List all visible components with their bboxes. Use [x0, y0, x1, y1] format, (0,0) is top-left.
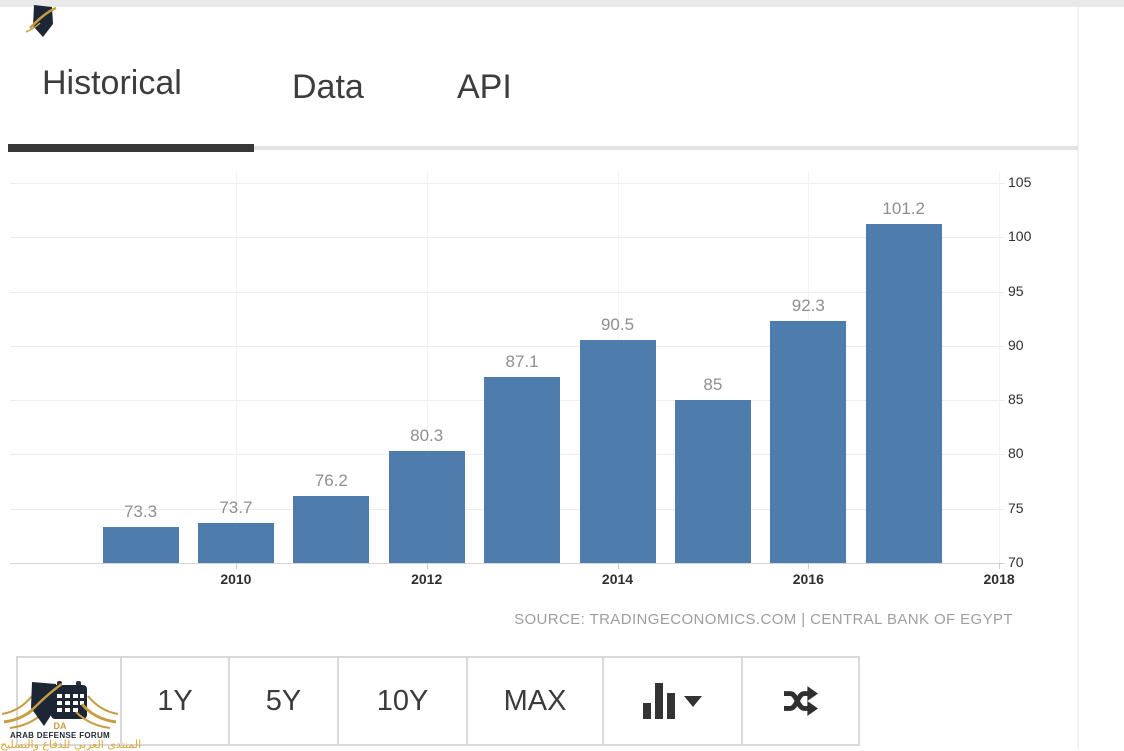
top-band — [0, 0, 1124, 7]
y-axis-tick-label: 100 — [1008, 228, 1032, 245]
y-gridline — [10, 183, 1005, 184]
bar-2010[interactable] — [197, 522, 274, 563]
range-max-button[interactable]: MAX — [466, 656, 604, 746]
y-gridline — [10, 237, 1005, 239]
chart-toolbar: 1Y 5Y 10Y MAX — [16, 656, 860, 746]
bar-value-label: 73.3 — [123, 502, 158, 522]
calendar-button[interactable] — [16, 656, 122, 746]
x-gridline — [999, 172, 1001, 563]
compare-button[interactable] — [741, 656, 860, 746]
chevron-down-icon — [684, 695, 702, 707]
x-axis-tick-label: 2018 — [983, 571, 1015, 587]
x-axis-tickmark — [426, 563, 428, 569]
bar-2016[interactable] — [770, 320, 847, 563]
bar-2014[interactable] — [579, 340, 656, 563]
x-gridline — [235, 172, 237, 563]
compare-shuffle-icon — [783, 686, 818, 716]
bar-2017[interactable] — [865, 224, 942, 563]
bar-value-label: 85 — [703, 375, 723, 395]
bar-value-label: 92.3 — [791, 295, 825, 315]
x-axis-tick-label: 2012 — [411, 571, 443, 587]
y-gridline — [10, 563, 1005, 564]
bar-value-label: 76.2 — [314, 470, 348, 490]
x-axis-tick-label: 2010 — [220, 571, 252, 587]
range-1y-button[interactable]: 1Y — [120, 656, 230, 746]
shield-icon — [25, 5, 57, 37]
range-10y-button[interactable]: 10Y — [337, 656, 468, 746]
tab-divider-line — [254, 146, 1078, 150]
forum-logo-small — [22, 2, 64, 40]
y-axis-tick-label: 85 — [1008, 391, 1024, 408]
y-gridline — [10, 345, 1005, 347]
y-axis-tick-label: 105 — [1008, 174, 1032, 190]
x-axis-tickmark — [235, 563, 237, 569]
y-axis-tick-label: 80 — [1008, 445, 1024, 462]
bar-2011[interactable] — [293, 495, 370, 563]
bar-2009[interactable] — [102, 527, 179, 563]
bar-value-label: 87.1 — [505, 352, 539, 372]
chart-type-button[interactable] — [602, 656, 743, 746]
range-5y-button[interactable]: 5Y — [228, 656, 339, 746]
bar-value-label: 73.7 — [219, 497, 253, 517]
page-right-border — [1077, 7, 1079, 750]
bar-2015[interactable] — [674, 400, 751, 563]
bar-2012[interactable] — [388, 451, 465, 563]
bar-value-label: 90.5 — [600, 315, 635, 335]
y-axis-tick-label: 90 — [1008, 336, 1024, 353]
calendar-icon — [51, 681, 87, 719]
y-gridline — [10, 291, 1005, 293]
tab-data[interactable]: Data — [292, 68, 364, 106]
bar-2013[interactable] — [484, 377, 561, 563]
y-axis-tick-label: 95 — [1008, 282, 1024, 299]
chart-type-icon — [643, 683, 675, 719]
x-axis-tickmark — [999, 563, 1001, 569]
bar-value-label: 80.3 — [410, 426, 444, 446]
x-axis-tick-label: 2014 — [601, 571, 634, 587]
y-axis-tick-label: 70 — [1008, 554, 1024, 570]
bar-value-label: 101.2 — [882, 199, 925, 219]
source-attribution: SOURCE: TRADINGECONOMICS.COM | CENTRAL B… — [514, 611, 1013, 628]
active-tab-underline — [8, 144, 254, 152]
x-axis-tickmark — [808, 563, 810, 569]
x-axis-tick-label: 2016 — [792, 571, 824, 587]
y-axis-tick-label: 75 — [1008, 499, 1024, 516]
tab-api[interactable]: API — [457, 68, 512, 106]
x-axis-tickmark — [617, 563, 619, 569]
tab-historical[interactable]: Historical — [42, 64, 182, 102]
